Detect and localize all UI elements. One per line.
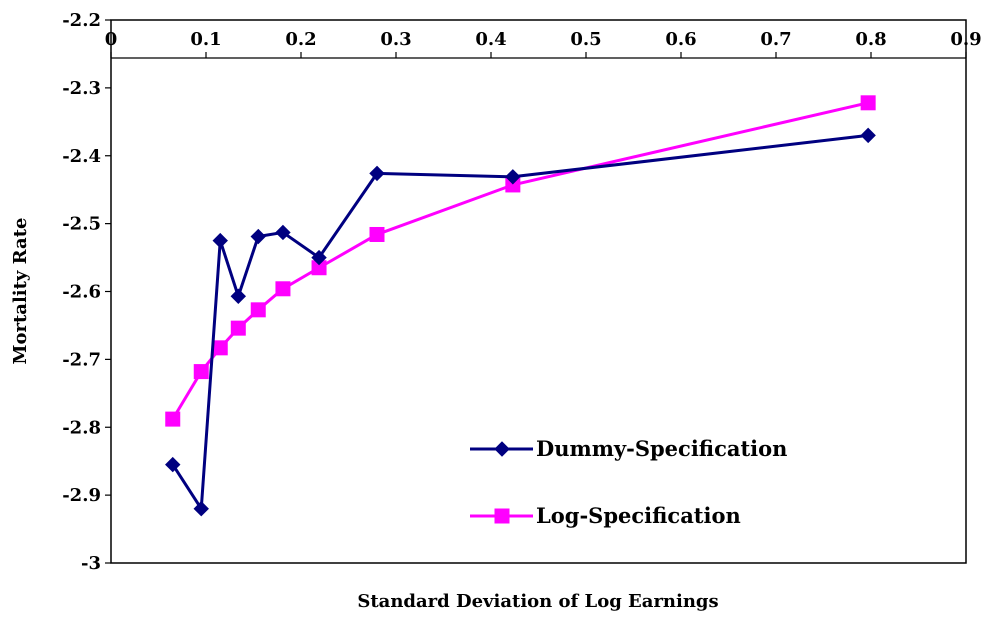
y-tick-label: -2.6 <box>62 282 101 303</box>
y-axis-title: Mortality Rate <box>10 218 31 365</box>
y-tick-label: -2.7 <box>62 349 101 370</box>
y-axis-ticks: -2.2 -2.3 -2.4 -2.5 -2.6 -2.7 -2.8 -2.9 -3 <box>62 10 111 574</box>
series-dummy-specification <box>165 127 876 517</box>
data-point <box>212 340 228 356</box>
y-tick-label: -2.3 <box>62 78 101 99</box>
data-point <box>165 456 181 473</box>
data-point <box>505 169 521 185</box>
data-point <box>250 228 266 245</box>
data-point <box>275 281 291 297</box>
legend-item: Log-Specification <box>470 503 741 528</box>
x-tick-label: 0.1 <box>190 29 221 50</box>
x-tick-label: 0.9 <box>950 29 981 50</box>
series-layer <box>165 95 876 517</box>
y-tick-label: -2.2 <box>62 10 101 31</box>
x-tick-label: 0.6 <box>665 29 696 50</box>
legend-label: Log-Specification <box>536 503 741 528</box>
legend-marker <box>494 508 510 524</box>
data-point <box>311 249 327 266</box>
x-tick-label: 0.8 <box>855 29 886 50</box>
x-tick-label: 0.5 <box>570 29 601 50</box>
legend: Dummy-Specification Log-Specification <box>470 436 787 528</box>
x-tick-label: 0.3 <box>380 29 411 50</box>
data-point <box>860 127 876 144</box>
y-tick-label: -2.8 <box>62 417 101 438</box>
data-point <box>369 226 385 242</box>
data-point <box>193 500 209 517</box>
data-point <box>250 302 266 318</box>
x-axis-title: Standard Deviation of Log Earnings <box>357 591 718 612</box>
x-tick-label: 0.7 <box>760 29 791 50</box>
x-tick-label: 0.4 <box>475 29 506 50</box>
data-point <box>369 165 385 182</box>
data-point <box>230 288 247 304</box>
data-point <box>212 232 228 249</box>
y-tick-label: -2.9 <box>62 485 101 506</box>
data-point <box>860 95 876 111</box>
legend-item: Dummy-Specification <box>470 436 787 461</box>
x-axis-ticks: 0 0.1 0.2 0.3 0.4 0.5 0.6 0.7 0.8 0.9 <box>105 29 982 59</box>
y-tick-label: -2.5 <box>62 214 101 235</box>
data-point <box>193 364 209 380</box>
y-tick-label: -2.4 <box>62 146 101 167</box>
series-line <box>171 133 869 511</box>
y-tick-label: -3 <box>81 553 101 574</box>
data-point <box>275 224 291 241</box>
data-point <box>230 320 246 336</box>
legend-label: Dummy-Specification <box>536 436 787 461</box>
plot-area <box>110 19 967 564</box>
x-tick-label: 0 <box>105 29 118 50</box>
data-point <box>165 411 181 427</box>
x-tick-label: 0.2 <box>285 29 316 50</box>
legend-marker <box>494 441 510 457</box>
